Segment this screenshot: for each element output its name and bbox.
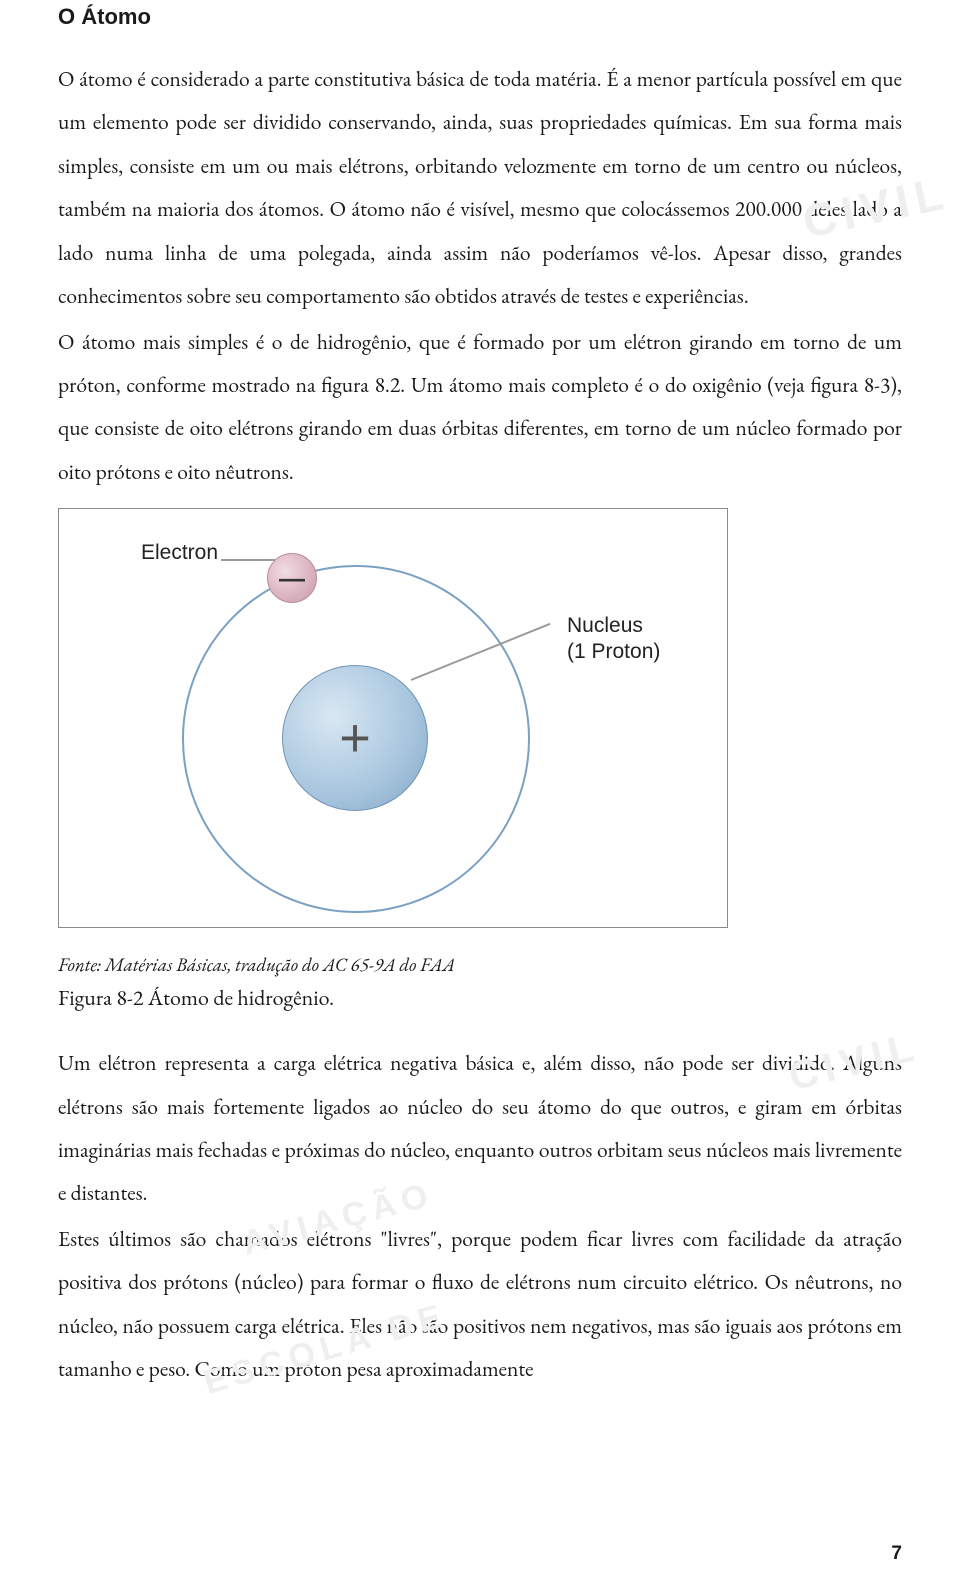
- body-paragraph-2: O átomo mais simples é o de hidrogênio, …: [58, 321, 902, 495]
- page-number: 7: [891, 1543, 902, 1565]
- nucleus-label: Nucleus(1 Proton): [567, 613, 660, 666]
- hydrogen-atom-diagram: +—ElectronNucleus(1 Proton): [58, 508, 728, 928]
- figure-caption: Figura 8-2 Átomo de hidrogênio.: [58, 983, 902, 1012]
- nucleus: +: [282, 665, 428, 811]
- leader-line: [221, 559, 275, 561]
- body-paragraph-4: Estes últimos são chamados elétrons "liv…: [58, 1218, 902, 1392]
- body-paragraph-3: Um elétron representa a carga elétrica n…: [58, 1042, 902, 1216]
- figure-source: Fonte: Matérias Básicas, tradução do AC …: [58, 952, 902, 977]
- electron-label: Electron: [141, 541, 218, 565]
- body-paragraph-1: O átomo é considerado a parte constituti…: [58, 58, 902, 319]
- section-title: O Átomo: [58, 4, 902, 30]
